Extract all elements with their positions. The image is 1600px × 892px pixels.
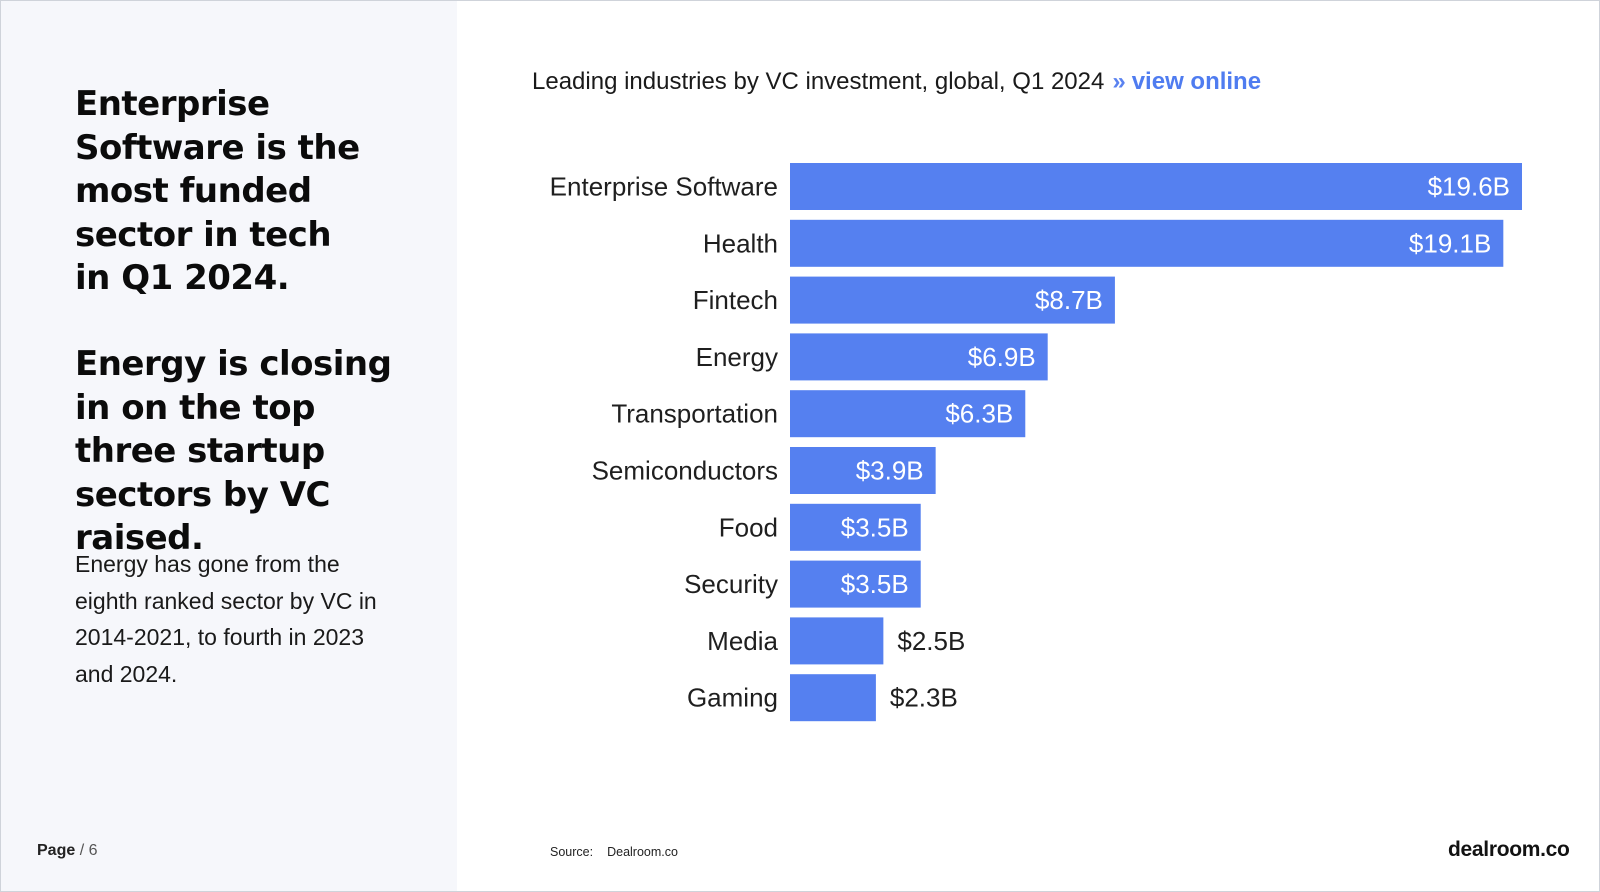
value-label: $3.5B: [841, 569, 909, 599]
bar-5: [790, 447, 936, 494]
value-label: $19.1B: [1409, 228, 1491, 258]
bar-8: [790, 617, 884, 665]
bar-1: [790, 219, 1504, 267]
bar-6: [790, 503, 921, 551]
bar-7: [790, 560, 921, 608]
source-note: Source: Dealroom.co: [550, 845, 678, 859]
page-indicator: Page / 6: [37, 842, 98, 860]
category-label: Food: [719, 512, 778, 542]
category-label: Fintech: [693, 285, 778, 315]
bar-3: [790, 333, 1048, 381]
headline-secondary: Energy is closing in on the top three st…: [75, 344, 392, 558]
category-label: Semiconductors: [592, 456, 778, 486]
value-label: $6.3B: [945, 399, 1013, 429]
view-online-link[interactable]: view online: [1131, 68, 1262, 95]
bar-0: [790, 163, 1522, 210]
category-label: Health: [703, 228, 778, 258]
headline-primary: Enterprise Software is the most funded s…: [75, 84, 360, 298]
value-label: $8.7B: [1035, 285, 1103, 315]
category-label: Media: [707, 626, 778, 656]
page-label: Page: [37, 842, 76, 859]
category-label: Security: [684, 569, 778, 599]
source-value: Dealroom.co: [607, 845, 678, 859]
value-label: $6.9B: [968, 342, 1036, 372]
chart-title: Leading industries by VC investment, glo…: [532, 68, 1105, 95]
category-label: Energy: [696, 342, 778, 372]
page-number: / 6: [79, 842, 98, 859]
left-panel: [1, 1, 457, 891]
source-label: Source:: [550, 845, 594, 859]
bar-4: [790, 390, 1026, 438]
bar-2: [790, 276, 1115, 324]
value-label: $3.5B: [841, 512, 909, 542]
value-label: $2.3B: [890, 683, 958, 713]
value-label: $2.5B: [897, 626, 965, 656]
chart-title-row: Leading industries by VC investment, glo…: [532, 68, 1261, 96]
double-chevron-icon: »: [1112, 68, 1126, 95]
category-label: Enterprise Software: [550, 172, 778, 202]
value-label: $19.6B: [1428, 172, 1510, 202]
brand-logo: dealroom.co: [1448, 838, 1570, 861]
body-text: Energy has gone from the eighth ranked s…: [75, 551, 377, 687]
category-label: Transportation: [611, 399, 778, 429]
bar-9: [790, 674, 876, 722]
value-label: $3.9B: [856, 456, 924, 486]
category-label: Gaming: [687, 683, 778, 713]
